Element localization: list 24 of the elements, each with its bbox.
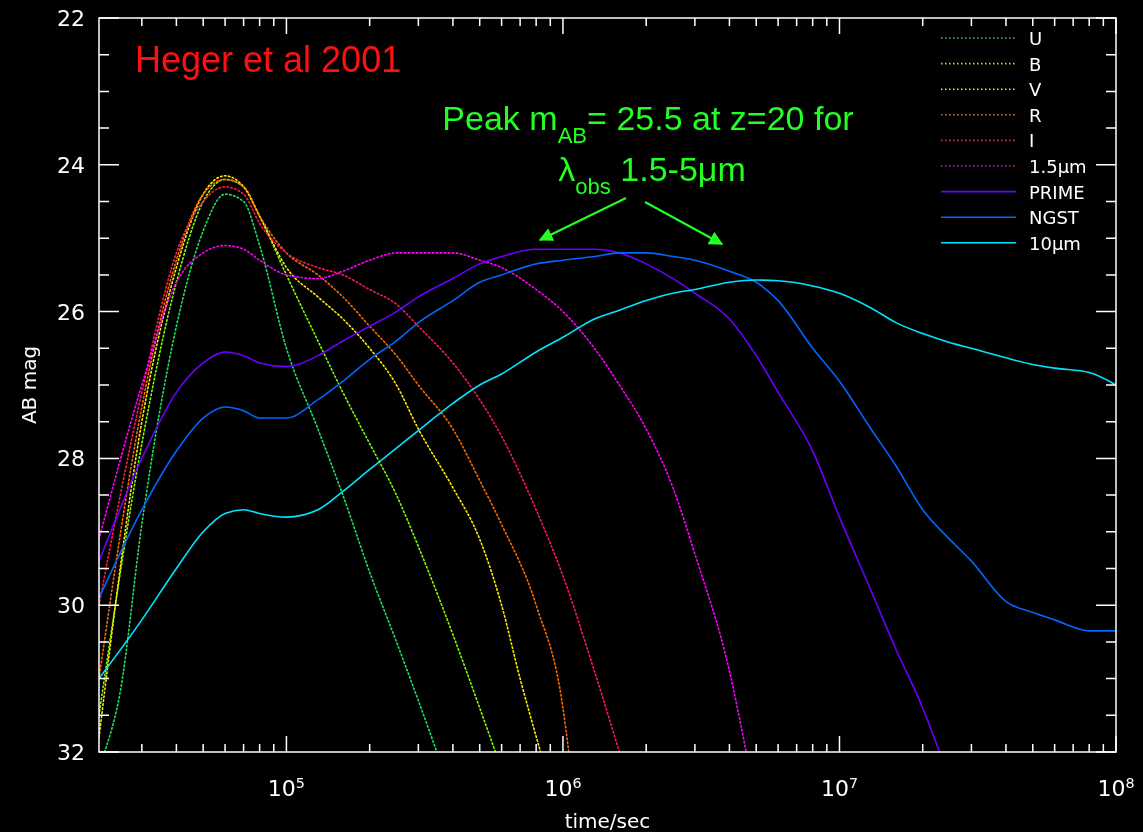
legend-label: NGST xyxy=(1029,207,1080,229)
annotation: λ$_{obs}$ 1.5-5μm xyxy=(558,150,746,199)
y-tick-label: 32 xyxy=(57,740,85,765)
x-axis-title: time/sec xyxy=(564,809,651,832)
legend-label: PRIME xyxy=(1029,181,1085,203)
legend-label: R xyxy=(1029,104,1042,126)
y-tick-label: 26 xyxy=(57,299,85,325)
y-tick-label: 30 xyxy=(57,593,85,619)
y-tick-label: 22 xyxy=(57,6,85,31)
y-tick-label: 24 xyxy=(57,152,85,178)
y-axis-title: AB mag xyxy=(17,345,41,425)
legend-label: 1.5μm xyxy=(1029,156,1087,177)
x-tick-label: 10$^{6}$ xyxy=(544,775,582,801)
legend-label: 10μm xyxy=(1029,232,1081,254)
legend-label: V xyxy=(1029,79,1042,101)
legend-label: I xyxy=(1029,130,1035,152)
legend-label: B xyxy=(1029,53,1042,75)
annotation: Peak m$_{AB}$= 25.5 at z=20 for xyxy=(442,99,854,148)
x-tick-label: 10$^{8}$ xyxy=(1097,775,1135,801)
x-tick-label: 10$^{5}$ xyxy=(267,775,305,801)
legend-label: U xyxy=(1029,28,1043,49)
annotation: Heger et al 2001 xyxy=(135,39,402,80)
y-tick-label: 28 xyxy=(57,446,85,472)
x-tick-label: 10$^{7}$ xyxy=(820,775,859,801)
